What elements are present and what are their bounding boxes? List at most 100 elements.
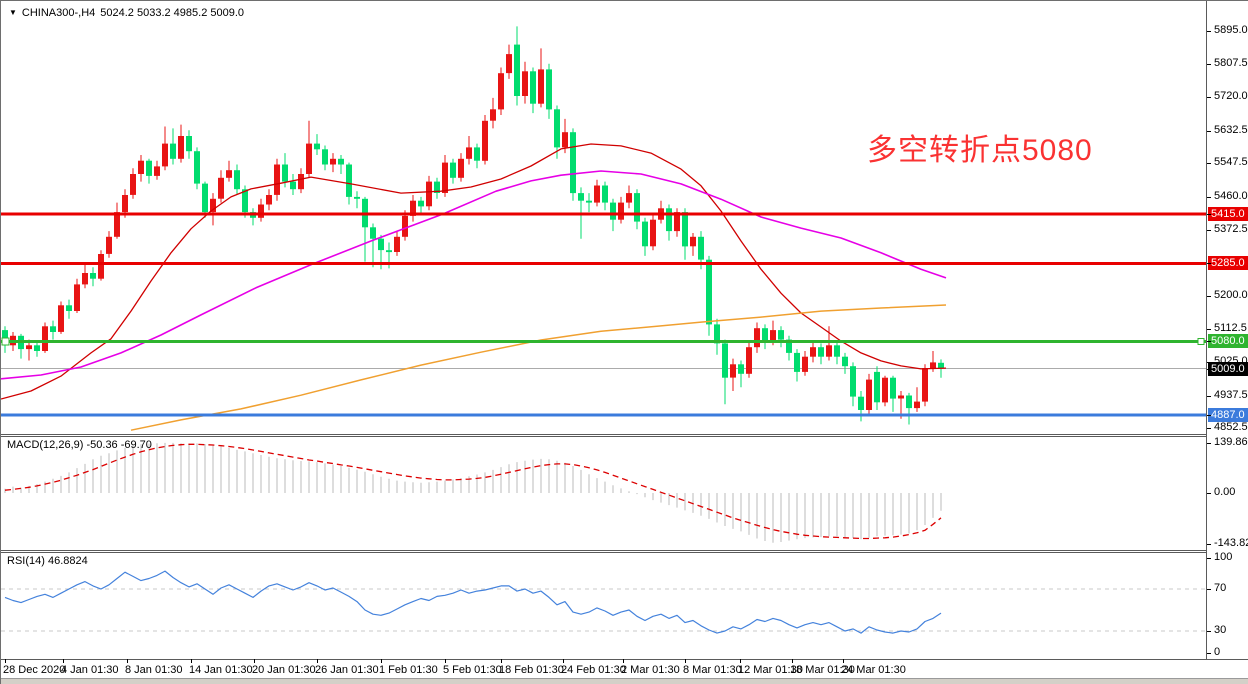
time-axis[interactable]: 28 Dec 2020 4 Jan 01:30 8 Jan 01:30 14 Jan … <box>1 659 1248 678</box>
candle-body <box>738 364 744 374</box>
price-axis-label: 70 <box>1214 582 1227 594</box>
candle-body <box>818 347 824 357</box>
candle-body <box>490 109 496 121</box>
candle-body <box>850 366 856 397</box>
ma-red-line <box>1 143 947 400</box>
time-axis-label: 18 Feb 01:30 <box>499 664 564 676</box>
axis-tick <box>1207 653 1211 654</box>
time-axis-label: 5 Feb 01:30 <box>443 664 502 676</box>
candle-body <box>602 185 608 203</box>
candle-body <box>178 136 184 159</box>
candle-body <box>218 177 224 199</box>
candles-series <box>2 26 944 425</box>
candle-body <box>386 250 392 253</box>
time-axis-tick <box>63 659 64 663</box>
time-axis-tick <box>685 659 686 663</box>
hline-handle-right[interactable] <box>1197 338 1205 346</box>
candle-body <box>666 208 672 232</box>
axis-tick <box>1207 396 1211 397</box>
candle-body <box>498 73 504 110</box>
candle-body <box>314 143 320 150</box>
rsi-line <box>4 570 942 634</box>
candle-body <box>578 193 584 201</box>
candle-body <box>34 345 40 351</box>
candle-body <box>42 326 48 351</box>
price-axis-label: 4937.5 <box>1214 389 1248 401</box>
candle-body <box>898 395 904 399</box>
candle-body <box>226 170 232 178</box>
ma-orange-line <box>130 304 947 431</box>
collapse-triangle-icon[interactable]: ▼ <box>9 8 17 17</box>
candle-body <box>546 69 552 110</box>
price-axis-badge: 4887.0 <box>1208 408 1248 422</box>
axis-tick <box>1207 415 1211 416</box>
time-axis-tick <box>5 659 6 663</box>
candle-body <box>802 356 808 372</box>
axis-tick <box>1207 214 1211 215</box>
macd-histogram <box>4 442 942 543</box>
price-axis-label: 139.86 <box>1214 436 1248 448</box>
axis-tick <box>1207 197 1211 198</box>
time-axis-label: 26 Jan 01:30 <box>315 664 379 676</box>
axis-tick <box>1207 589 1211 590</box>
candle-body <box>266 195 272 205</box>
candle-body <box>634 193 640 222</box>
candle-body <box>586 200 592 203</box>
candle-body <box>610 202 616 220</box>
candle-body <box>938 362 944 369</box>
candle-body <box>354 196 360 199</box>
candle-body <box>282 164 288 182</box>
ma-magenta-line <box>1 170 947 380</box>
price-axis-badge: 5415.0 <box>1208 207 1248 221</box>
time-axis-tick <box>381 659 382 663</box>
candle-body <box>538 69 544 104</box>
candle-body <box>690 236 696 247</box>
candle-body <box>858 396 864 410</box>
candle-body <box>642 221 648 247</box>
time-axis-tick <box>563 659 564 663</box>
candle-body <box>330 158 336 165</box>
candle-body <box>322 149 328 165</box>
price-axis-badge: 5009.0 <box>1208 362 1248 376</box>
price-axis[interactable]: 5895.0 5807.5 5720.0 5632.5 5547.5 5460.0 5372… <box>1206 1 1248 659</box>
candle-body <box>786 339 792 353</box>
macd-indicator-label: MACD(12,26,9) -50.36 -69.70 <box>7 439 152 451</box>
price-axis-label: 5547.5 <box>1214 156 1248 168</box>
price-axis-label: 5112.5 <box>1214 322 1247 334</box>
price-axis-badge: 5285.0 <box>1208 256 1248 270</box>
price-axis-label: 5460.0 <box>1214 190 1248 202</box>
candle-body <box>570 132 576 194</box>
candle-body <box>74 284 80 311</box>
candle-body <box>290 181 296 190</box>
candle-body <box>562 132 568 148</box>
candle-body <box>186 136 192 152</box>
candle-body <box>138 160 144 174</box>
candle-body <box>378 238 384 251</box>
price-axis-label: 0 <box>1214 646 1221 658</box>
price-axis-label: 4852.5 <box>1214 421 1248 433</box>
candle-body <box>474 147 480 161</box>
candle-body <box>914 401 920 409</box>
candle-body <box>338 158 344 165</box>
candle-body <box>650 219 656 247</box>
price-axis-badge: 5080.0 <box>1208 334 1248 348</box>
price-axis-label: -143.82 <box>1214 537 1248 549</box>
panel-separator-macd-rsi[interactable] <box>1 550 1248 553</box>
hline-handle-left[interactable] <box>1 337 10 346</box>
axis-tick <box>1207 493 1211 494</box>
annotation-text[interactable]: 多空转折点5080 <box>867 134 1093 167</box>
time-axis-tick <box>843 659 844 663</box>
axis-tick <box>1207 131 1211 132</box>
candle-body <box>554 109 560 148</box>
axis-tick <box>1207 631 1211 632</box>
candle-body <box>482 120 488 161</box>
candle-body <box>922 368 928 402</box>
candle-body <box>258 204 264 218</box>
candle-body <box>890 377 896 399</box>
candle-body <box>778 330 784 340</box>
price-axis-label: 5200.0 <box>1214 289 1248 301</box>
time-axis-tick <box>445 659 446 663</box>
candle-body <box>418 200 424 207</box>
panel-separator-main-macd[interactable] <box>1 434 1248 437</box>
